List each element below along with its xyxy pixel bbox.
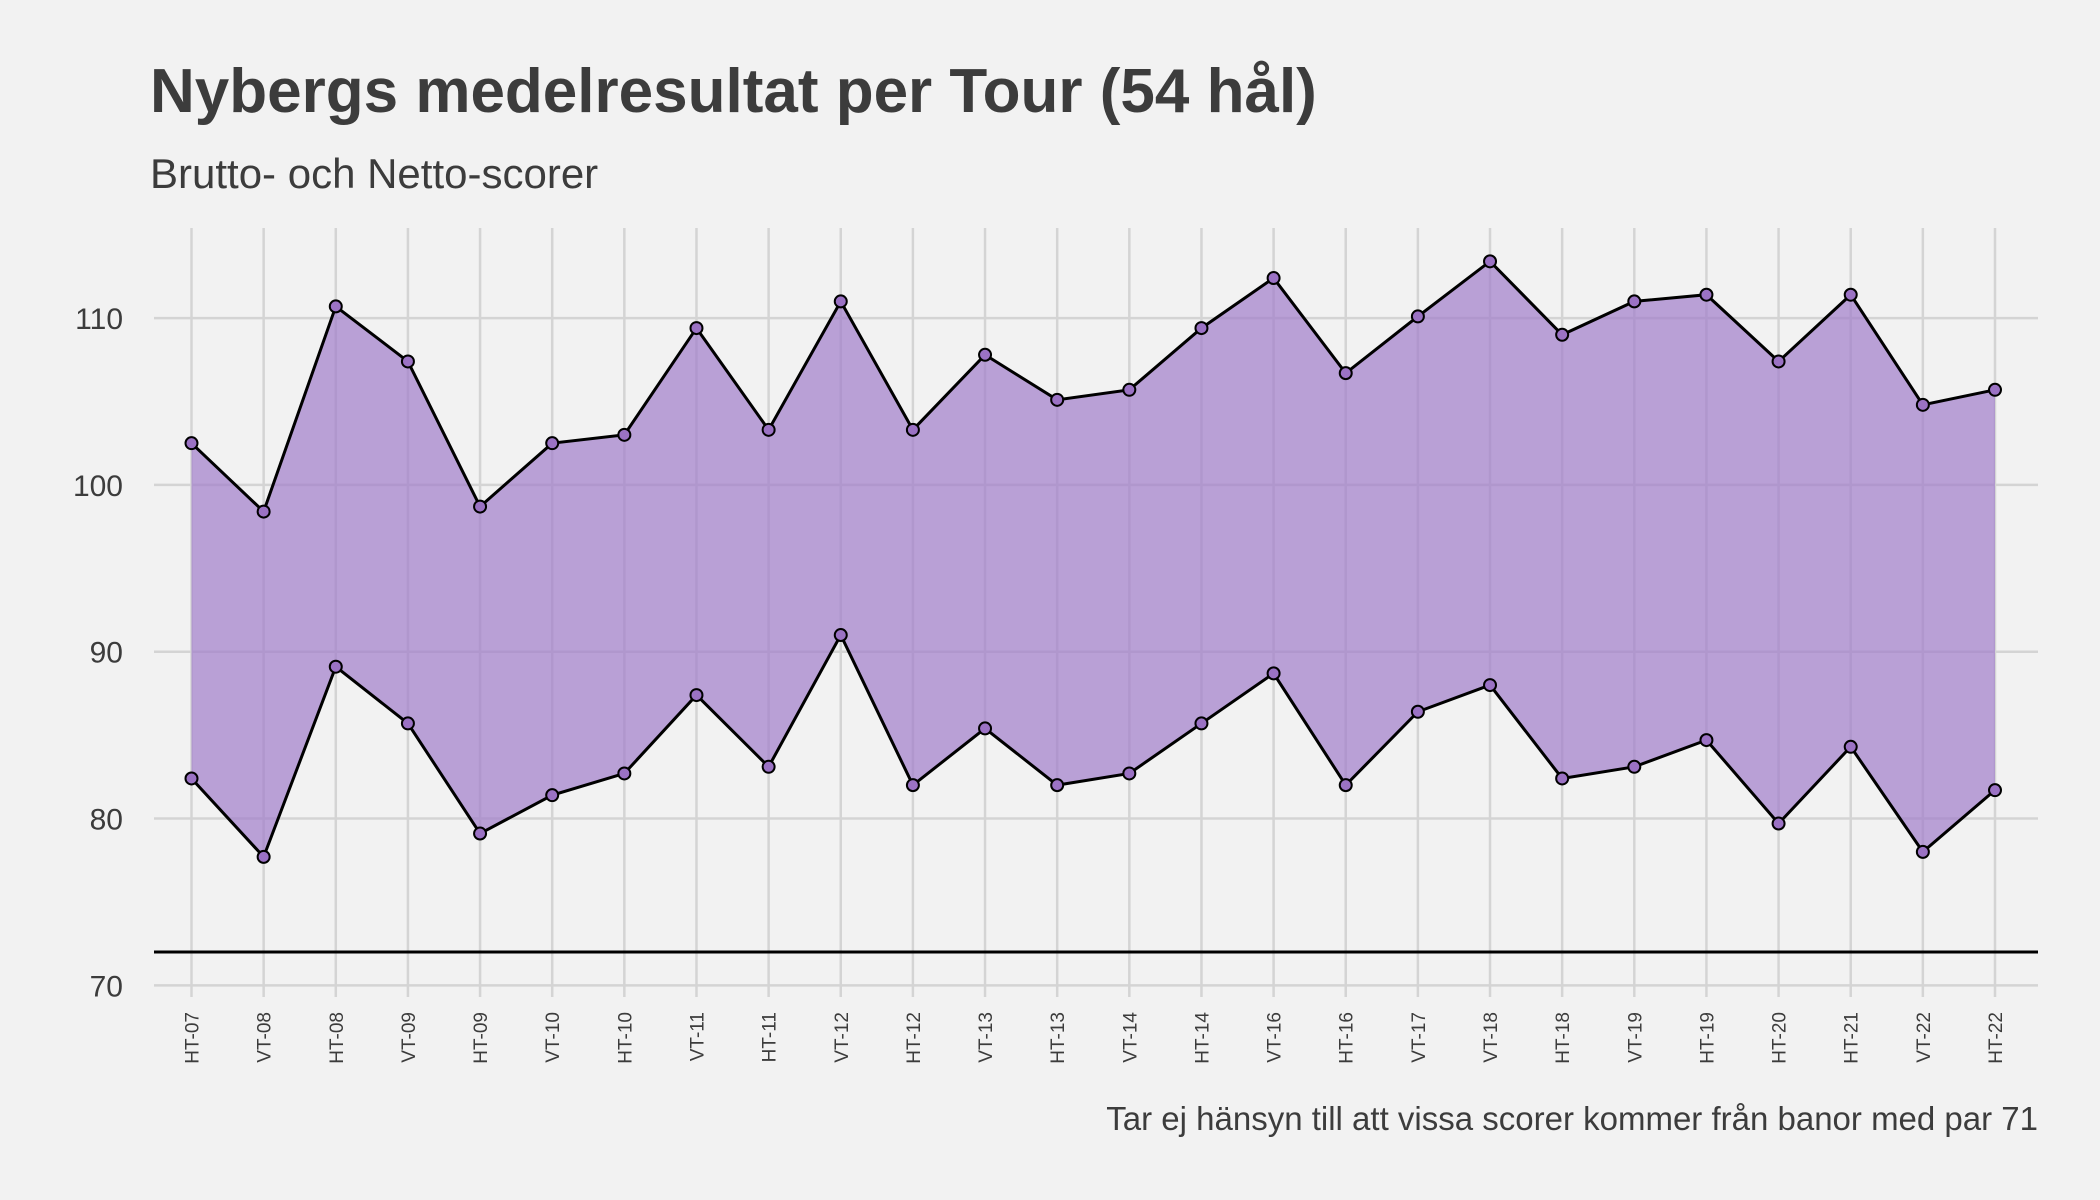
y-tick-label: 100 bbox=[73, 470, 123, 503]
data-point bbox=[1699, 733, 1714, 748]
data-point bbox=[400, 354, 415, 369]
data-point bbox=[761, 759, 776, 774]
x-tick-label: VT-22 bbox=[1914, 1012, 1935, 1063]
data-point bbox=[1410, 309, 1425, 324]
data-point bbox=[1915, 844, 1930, 859]
data-point bbox=[1627, 294, 1642, 309]
data-point bbox=[689, 321, 704, 336]
series-line bbox=[190, 259, 1996, 515]
data-point bbox=[978, 347, 993, 362]
data-point bbox=[1338, 778, 1353, 793]
data-point bbox=[1699, 287, 1714, 302]
y-tick-label: 110 bbox=[75, 303, 123, 336]
x-tick-label: VT-17 bbox=[1409, 1012, 1430, 1063]
data-point bbox=[1122, 382, 1137, 397]
data-point bbox=[256, 849, 271, 864]
data-point bbox=[1194, 321, 1209, 336]
x-tick-label: HT-20 bbox=[1770, 1012, 1791, 1064]
x-tick-label: HT-07 bbox=[183, 1012, 204, 1064]
data-point bbox=[1050, 392, 1065, 407]
data-point bbox=[905, 422, 920, 437]
x-tick-label: HT-11 bbox=[760, 1012, 781, 1062]
data-point bbox=[1555, 327, 1570, 342]
y-tick-label: 80 bbox=[90, 804, 123, 837]
x-tick-label: VT-12 bbox=[832, 1012, 853, 1063]
x-tick-label: HT-19 bbox=[1697, 1012, 1718, 1064]
data-point bbox=[1915, 397, 1930, 412]
data-point bbox=[1771, 816, 1786, 831]
data-point bbox=[400, 716, 415, 731]
data-point bbox=[184, 436, 199, 451]
y-tick-label: 70 bbox=[90, 970, 123, 1003]
x-tick-label: VT-18 bbox=[1481, 1012, 1502, 1063]
data-point bbox=[617, 427, 632, 442]
data-point bbox=[1338, 366, 1353, 381]
data-point bbox=[833, 294, 848, 309]
data-point bbox=[1843, 287, 1858, 302]
data-point bbox=[617, 766, 632, 781]
data-point bbox=[545, 436, 560, 451]
data-point bbox=[473, 826, 488, 841]
x-tick-label: HT-22 bbox=[1986, 1012, 2007, 1064]
data-point bbox=[1410, 704, 1425, 719]
x-tick-label: VT-09 bbox=[399, 1012, 420, 1063]
x-tick-label: HT-13 bbox=[1048, 1012, 1069, 1064]
x-tick-label: VT-11 bbox=[687, 1012, 708, 1061]
data-point bbox=[1988, 783, 2002, 798]
data-point bbox=[1194, 716, 1209, 731]
x-tick-label: VT-10 bbox=[543, 1012, 564, 1063]
x-tick-label: HT-14 bbox=[1192, 1012, 1213, 1064]
x-tick-label: HT-16 bbox=[1337, 1012, 1358, 1064]
data-point bbox=[761, 422, 776, 437]
data-point bbox=[1483, 254, 1498, 269]
data-point bbox=[1122, 766, 1137, 781]
x-tick-label: HT-09 bbox=[471, 1012, 492, 1064]
x-tick-label: HT-10 bbox=[615, 1012, 636, 1064]
x-tick-label: HT-08 bbox=[327, 1012, 348, 1064]
x-tick-label: VT-14 bbox=[1120, 1012, 1141, 1063]
data-point bbox=[328, 659, 343, 674]
y-tick-label: 90 bbox=[90, 637, 123, 670]
caption: Tar ej hänsyn till att vissa scorer komm… bbox=[1106, 1100, 2038, 1137]
data-point bbox=[1627, 759, 1642, 774]
data-point bbox=[1050, 778, 1065, 793]
series-line bbox=[190, 631, 1996, 860]
data-point bbox=[1988, 382, 2002, 397]
x-tick-label: HT-21 bbox=[1842, 1012, 1863, 1064]
data-point bbox=[1266, 666, 1281, 681]
data-point bbox=[1555, 771, 1570, 786]
chart-title: Nybergs medelresultat per Tour (54 hål) bbox=[150, 57, 1317, 126]
data-point bbox=[256, 504, 271, 519]
data-point bbox=[1843, 739, 1858, 754]
x-tick-label: HT-18 bbox=[1553, 1012, 1574, 1064]
chart-subtitle: Brutto- och Netto-scorer bbox=[150, 150, 598, 197]
data-point bbox=[473, 499, 488, 514]
data-point bbox=[1483, 678, 1498, 693]
x-tick-label: HT-12 bbox=[904, 1012, 925, 1064]
data-point bbox=[184, 771, 199, 786]
data-point bbox=[328, 299, 343, 314]
data-point bbox=[978, 721, 993, 736]
data-point bbox=[545, 788, 560, 803]
x-tick-label: VT-08 bbox=[255, 1012, 276, 1063]
data-point bbox=[905, 778, 920, 793]
data-point bbox=[1771, 354, 1786, 369]
x-tick-label: VT-19 bbox=[1625, 1012, 1646, 1063]
x-tick-label: VT-13 bbox=[976, 1012, 997, 1063]
data-point bbox=[833, 628, 848, 643]
data-point bbox=[689, 688, 704, 703]
data-point bbox=[1266, 271, 1281, 286]
x-tick-label: VT-16 bbox=[1265, 1012, 1286, 1063]
